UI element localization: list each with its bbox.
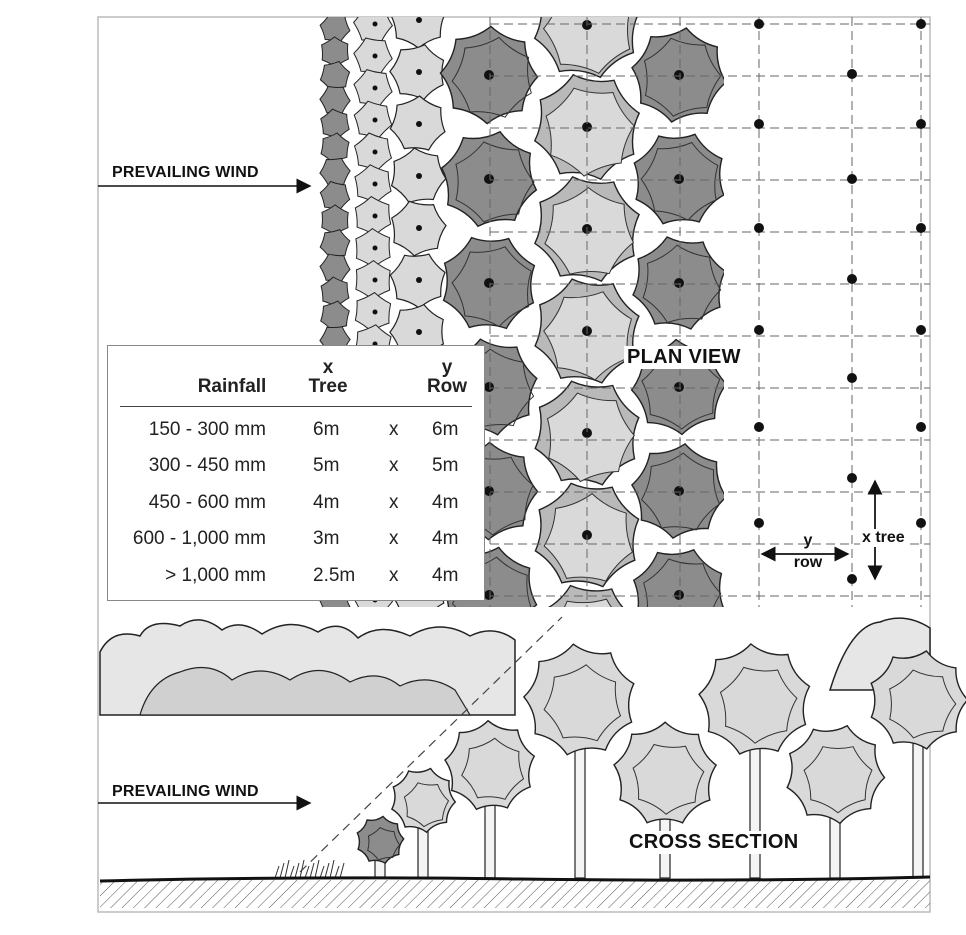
row-spacing-cell: 6m bbox=[432, 419, 459, 440]
x-tree-axis-label: x tree bbox=[860, 529, 907, 547]
times-cell: x bbox=[389, 528, 399, 549]
tree-point bbox=[754, 325, 764, 335]
rainfall-cell: 450 - 600 mm bbox=[148, 492, 266, 513]
rainfall-cell: > 1,000 mm bbox=[165, 565, 266, 586]
tree-point bbox=[916, 19, 926, 29]
small-shrub-canopy bbox=[319, 85, 351, 115]
medium-tree-canopy bbox=[391, 17, 445, 49]
y-axis-label: y bbox=[803, 532, 813, 549]
section-tree bbox=[786, 724, 886, 879]
section-tree bbox=[356, 815, 405, 879]
small-shrub-canopy bbox=[319, 17, 351, 43]
small-shrub-canopy bbox=[321, 36, 349, 68]
header-rainfall: Rainfall bbox=[197, 376, 267, 397]
tree-point bbox=[754, 119, 764, 129]
times-cell: x bbox=[389, 419, 399, 440]
prevailing-wind-label-bottom: PREVAILING WIND bbox=[112, 783, 259, 800]
times-cell: x bbox=[389, 455, 399, 476]
small-tree-canopy bbox=[352, 17, 394, 43]
tree-point bbox=[847, 373, 857, 383]
tree-point bbox=[916, 518, 926, 528]
tree-spacing-cell: 3m bbox=[313, 528, 340, 549]
diagram-frame bbox=[97, 16, 931, 913]
small-shrub-canopy bbox=[321, 204, 349, 236]
tree-spacing-cell: 4m bbox=[313, 492, 340, 513]
small-shrub-canopy bbox=[320, 132, 350, 164]
tree-point bbox=[847, 274, 857, 284]
section-tree bbox=[522, 643, 635, 879]
small-shrub-canopy bbox=[319, 60, 351, 92]
table-header-rule bbox=[120, 406, 472, 407]
tree-point bbox=[916, 119, 926, 129]
small-shrub-canopy bbox=[319, 157, 351, 187]
plan-view-spacing-grid bbox=[489, 17, 930, 607]
row-spacing-cell: 4m bbox=[432, 565, 459, 586]
prevailing-wind-label-top: PREVAILING WIND bbox=[112, 164, 259, 181]
section-tree bbox=[613, 721, 718, 879]
spacing-table: Rainfall x Tree y Row 150 - 300 mm 6m x … bbox=[107, 345, 485, 601]
header-tree: Tree bbox=[308, 376, 348, 397]
section-tree bbox=[390, 767, 457, 879]
tree-point bbox=[847, 174, 857, 184]
rainfall-cell: 150 - 300 mm bbox=[148, 419, 266, 440]
ground-hatch bbox=[100, 880, 930, 908]
cross-section-title: CROSS SECTION bbox=[626, 831, 802, 854]
row-spacing-cell: 5m bbox=[432, 455, 459, 476]
tree-point bbox=[754, 422, 764, 432]
header-row: Row bbox=[426, 376, 468, 397]
row-spacing-cell: 4m bbox=[432, 492, 459, 513]
section-tree bbox=[870, 650, 966, 879]
section-tree bbox=[444, 719, 536, 879]
tree-point bbox=[754, 19, 764, 29]
rainfall-cell: 600 - 1,000 mm bbox=[132, 528, 266, 549]
tree-point bbox=[916, 223, 926, 233]
tree-point bbox=[847, 574, 857, 584]
small-shrub-canopy bbox=[320, 300, 350, 332]
small-shrub-canopy bbox=[319, 180, 351, 212]
ground-line bbox=[99, 875, 931, 883]
tree-point bbox=[754, 223, 764, 233]
background-shrubs bbox=[99, 617, 931, 716]
windbreak-slope-line bbox=[299, 616, 563, 873]
tree-point bbox=[916, 422, 926, 432]
tree-point bbox=[847, 473, 857, 483]
tree-spacing-cell: 6m bbox=[313, 419, 340, 440]
plan-view-title: PLAN VIEW bbox=[624, 346, 744, 369]
tree-spacing-cell: 5m bbox=[313, 455, 340, 476]
section-tree bbox=[698, 643, 811, 879]
small-shrub-canopy bbox=[319, 228, 351, 260]
row-axis-label: row bbox=[793, 554, 823, 571]
rainfall-cell: 300 - 450 mm bbox=[148, 455, 266, 476]
tree-point bbox=[916, 325, 926, 335]
tree-spacing-cell: 2.5m bbox=[313, 565, 356, 586]
times-cell: x bbox=[389, 492, 399, 513]
header-x-letter: x bbox=[322, 357, 334, 378]
times-cell: x bbox=[389, 565, 399, 586]
row-spacing-cell: 4m bbox=[432, 528, 459, 549]
header-y-letter: y bbox=[441, 357, 453, 378]
tree-point bbox=[847, 69, 857, 79]
tree-point bbox=[754, 518, 764, 528]
